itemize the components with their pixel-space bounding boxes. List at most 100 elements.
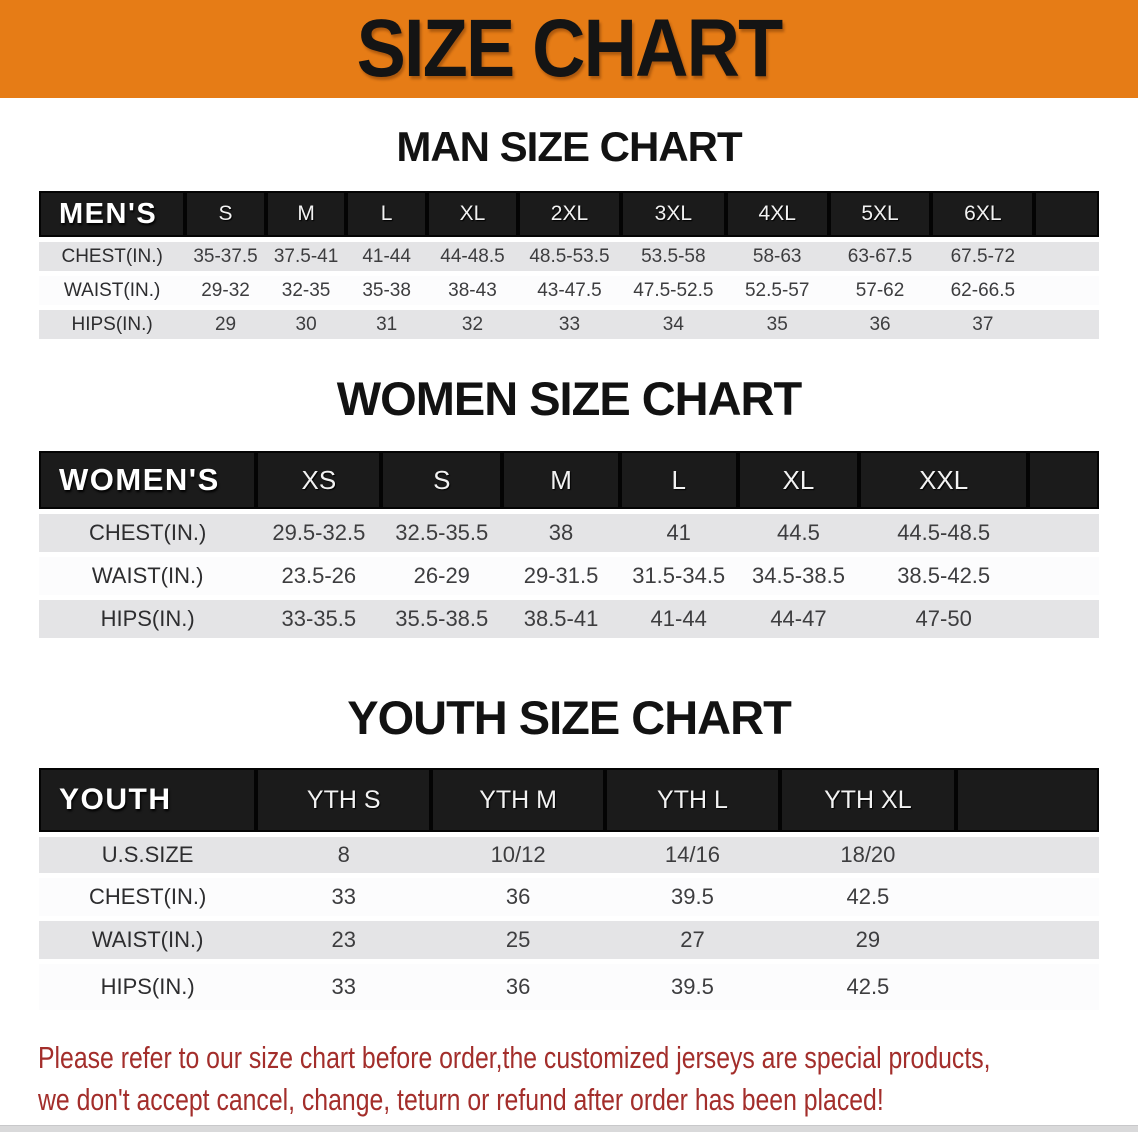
spacer-cell	[955, 837, 1099, 873]
youth-size-table: YOUTH YTH S YTH M YTH L YTH XL U.S.SIZE …	[39, 763, 1099, 1015]
row-label-cell: CHEST(IN.)	[39, 514, 257, 552]
value-cell: 26-29	[381, 557, 503, 595]
value-cell: 37	[931, 310, 1035, 339]
value-cell: 32-35	[265, 276, 347, 305]
youth-hips-row: HIPS(IN.) 33 36 39.5 42.5	[39, 964, 1099, 1010]
size-header-cell: XXL	[859, 451, 1028, 509]
row-label-cell: WAIST(IN.)	[39, 276, 186, 305]
spacer-cell	[1034, 276, 1099, 305]
value-cell: 47-50	[859, 600, 1028, 638]
size-header-cell: 3XL	[620, 191, 726, 237]
men-size-table: MEN'S S M L XL 2XL 3XL 4XL 5XL 6XL CHEST…	[39, 186, 1099, 344]
youth-chest-row: CHEST(IN.) 33 36 39.5 42.5	[39, 878, 1099, 916]
value-cell: 38-43	[426, 276, 519, 305]
youth-ussize-row: U.S.SIZE 8 10/12 14/16 18/20	[39, 837, 1099, 873]
value-cell: 33	[256, 964, 432, 1010]
size-header-cell: YTH XL	[779, 768, 956, 832]
women-corner-label: WOMEN'S	[39, 451, 257, 509]
value-cell: 18/20	[779, 837, 956, 873]
value-cell: 58-63	[725, 242, 829, 271]
size-header-cell: 5XL	[828, 191, 932, 237]
value-cell: 33	[518, 310, 621, 339]
value-cell: 39.5	[605, 878, 780, 916]
value-cell: 41-44	[346, 242, 427, 271]
men-hips-row: HIPS(IN.) 29 30 31 32 33 34 35 36 37	[39, 310, 1099, 339]
row-label-cell: WAIST(IN.)	[39, 921, 257, 959]
banner-title: SIZE CHART	[356, 3, 784, 94]
size-header-cell: YTH L	[605, 768, 780, 832]
women-hips-row: HIPS(IN.) 33-35.5 35.5-38.5 38.5-41 41-4…	[39, 600, 1099, 638]
value-cell: 44.5	[737, 514, 860, 552]
value-cell: 38.5-42.5	[859, 557, 1028, 595]
spacer-cell	[1027, 600, 1099, 638]
value-cell: 47.5-52.5	[620, 276, 726, 305]
youth-waist-row: WAIST(IN.) 23 25 27 29	[39, 921, 1099, 959]
value-cell: 41-44	[619, 600, 738, 638]
value-cell: 44-48.5	[426, 242, 519, 271]
women-chest-row: CHEST(IN.) 29.5-32.5 32.5-35.5 38 41 44.…	[39, 514, 1099, 552]
spacer-cell	[955, 768, 1099, 832]
value-cell: 37.5-41	[265, 242, 347, 271]
row-label-cell: WAIST(IN.)	[39, 557, 257, 595]
men-waist-row: WAIST(IN.) 29-32 32-35 35-38 38-43 43-47…	[39, 276, 1099, 305]
value-cell: 42.5	[779, 878, 956, 916]
value-cell: 62-66.5	[931, 276, 1035, 305]
value-cell: 29	[779, 921, 956, 959]
disclaimer-line-1: Please refer to our size chart before or…	[38, 1040, 991, 1075]
row-label-cell: HIPS(IN.)	[39, 964, 257, 1010]
size-header-cell: 4XL	[725, 191, 829, 237]
value-cell: 44-47	[737, 600, 860, 638]
men-header-row: MEN'S S M L XL 2XL 3XL 4XL 5XL 6XL	[39, 191, 1099, 237]
size-header-cell: 2XL	[518, 191, 621, 237]
value-cell: 53.5-58	[620, 242, 726, 271]
value-cell: 36	[828, 310, 932, 339]
value-cell: 57-62	[828, 276, 932, 305]
value-cell: 48.5-53.5	[518, 242, 621, 271]
value-cell: 38.5-41	[502, 600, 620, 638]
women-size-table: WOMEN'S XS S M L XL XXL CHEST(IN.) 29.5-…	[39, 446, 1099, 643]
size-header-cell: S	[381, 451, 503, 509]
size-header-cell: S	[185, 191, 266, 237]
size-header-cell: L	[346, 191, 427, 237]
value-cell: 32	[426, 310, 519, 339]
men-corner-label: MEN'S	[39, 191, 186, 237]
value-cell: 8	[256, 837, 432, 873]
women-section-heading: WOMEN SIZE CHART	[336, 372, 802, 425]
value-cell: 35-38	[346, 276, 427, 305]
row-label-cell: HIPS(IN.)	[39, 310, 186, 339]
size-header-cell: YTH S	[256, 768, 432, 832]
value-cell: 33	[256, 878, 432, 916]
size-header-cell: M	[265, 191, 347, 237]
size-header-cell: M	[502, 451, 620, 509]
value-cell: 67.5-72	[931, 242, 1035, 271]
disclaimer: Please refer to our size chart before or…	[0, 1037, 1138, 1121]
value-cell: 38	[502, 514, 620, 552]
value-cell: 29-32	[185, 276, 266, 305]
size-header-cell: 6XL	[931, 191, 1035, 237]
value-cell: 14/16	[605, 837, 780, 873]
value-cell: 52.5-57	[725, 276, 829, 305]
value-cell: 31	[346, 310, 427, 339]
row-label-cell: CHEST(IN.)	[39, 878, 257, 916]
youth-corner-label: YOUTH	[39, 768, 257, 832]
women-header-row: WOMEN'S XS S M L XL XXL	[39, 451, 1099, 509]
bottom-bar	[0, 1125, 1138, 1132]
value-cell: 34	[620, 310, 726, 339]
spacer-cell	[1034, 310, 1099, 339]
value-cell: 10/12	[431, 837, 606, 873]
value-cell: 36	[431, 964, 606, 1010]
spacer-cell	[955, 921, 1099, 959]
spacer-cell	[1027, 514, 1099, 552]
value-cell: 35	[725, 310, 829, 339]
row-label-cell: U.S.SIZE	[39, 837, 257, 873]
value-cell: 23	[256, 921, 432, 959]
spacer-cell	[955, 878, 1099, 916]
value-cell: 31.5-34.5	[619, 557, 738, 595]
spacer-cell	[1027, 451, 1099, 509]
size-header-cell: L	[619, 451, 738, 509]
size-header-cell: XL	[737, 451, 860, 509]
value-cell: 35.5-38.5	[381, 600, 503, 638]
value-cell: 25	[431, 921, 606, 959]
value-cell: 36	[431, 878, 606, 916]
disclaimer-line-2: we don't accept cancel, change, teturn o…	[38, 1082, 884, 1117]
